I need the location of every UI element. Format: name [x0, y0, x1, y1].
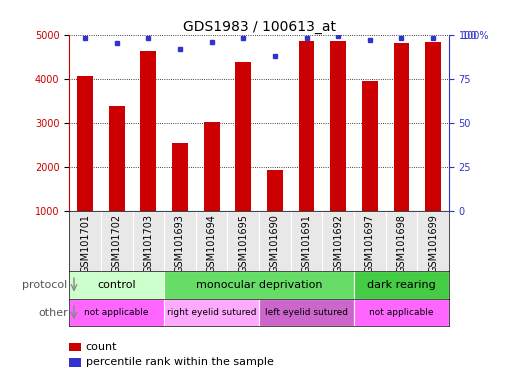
Text: other: other	[38, 308, 68, 318]
Bar	[109, 106, 125, 211]
Bar	[69, 271, 164, 299]
Bar	[204, 122, 220, 211]
Bar	[393, 43, 409, 211]
Text: right eyelid sutured: right eyelid sutured	[167, 308, 256, 317]
Text: GSM101691: GSM101691	[302, 214, 311, 273]
Text: protocol: protocol	[23, 280, 68, 290]
Bar	[69, 299, 164, 326]
Bar	[330, 41, 346, 211]
Bar	[164, 299, 259, 326]
Bar	[267, 170, 283, 211]
Text: GSM101694: GSM101694	[207, 214, 216, 273]
Text: GSM101703: GSM101703	[143, 214, 153, 273]
Bar	[425, 41, 441, 211]
Bar	[77, 76, 93, 211]
Y-axis label: 100%: 100%	[462, 31, 489, 41]
Title: GDS1983 / 100613_at: GDS1983 / 100613_at	[183, 20, 336, 33]
Bar	[172, 143, 188, 211]
Text: GSM101697: GSM101697	[365, 214, 375, 273]
Text: GSM101690: GSM101690	[270, 214, 280, 273]
Text: percentile rank within the sample: percentile rank within the sample	[86, 358, 273, 367]
Bar	[141, 51, 156, 211]
Bar	[259, 299, 354, 326]
Text: monocular deprivation: monocular deprivation	[196, 280, 322, 290]
Bar	[164, 271, 354, 299]
Text: dark rearing: dark rearing	[367, 280, 436, 290]
Text: GSM101695: GSM101695	[238, 214, 248, 273]
Text: GSM101701: GSM101701	[80, 214, 90, 273]
Text: GSM101693: GSM101693	[175, 214, 185, 273]
Text: count: count	[86, 342, 117, 352]
Text: not applicable: not applicable	[85, 308, 149, 317]
Text: left eyelid sutured: left eyelid sutured	[265, 308, 348, 317]
Bar	[354, 299, 449, 326]
Text: GSM101692: GSM101692	[333, 214, 343, 273]
Bar	[235, 62, 251, 211]
Bar	[354, 271, 449, 299]
Bar	[362, 81, 378, 211]
Text: GSM101698: GSM101698	[397, 214, 406, 273]
Text: GSM101699: GSM101699	[428, 214, 438, 273]
Text: GSM101702: GSM101702	[112, 214, 122, 273]
Bar	[299, 41, 314, 211]
Text: not applicable: not applicable	[369, 308, 433, 317]
Text: control: control	[97, 280, 136, 290]
